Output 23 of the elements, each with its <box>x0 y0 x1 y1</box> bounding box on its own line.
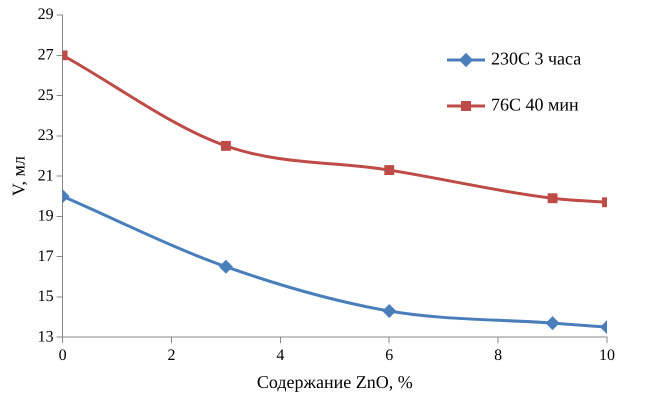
x-tick-label: 0 <box>58 347 67 364</box>
x-tick-label: 2 <box>167 347 176 364</box>
y-tick-label: 21 <box>38 167 54 184</box>
x-tick-label: 10 <box>599 347 615 364</box>
y-axis-title: V, мл <box>8 156 29 196</box>
x-axis-title: Содержание ZnO, % <box>256 372 413 392</box>
y-tick-label: 15 <box>38 288 54 306</box>
y-tick-label: 27 <box>38 46 54 64</box>
y-tick-label: 17 <box>38 248 54 265</box>
legend-label: 230С 3 часа <box>491 48 582 69</box>
legend-label: 76С 40 мин <box>491 94 580 115</box>
y-tick-label: 25 <box>38 86 54 104</box>
y-tick-label: 19 <box>38 208 54 225</box>
point <box>384 165 394 176</box>
x-tick-label: 6 <box>385 347 394 364</box>
point <box>218 260 233 274</box>
x-tick-label: 8 <box>494 347 502 364</box>
y-tick-label: 13 <box>38 328 54 346</box>
point <box>220 140 231 151</box>
point <box>382 304 396 318</box>
x-tick-label: 4 <box>276 347 284 364</box>
y-tick-label: 29 <box>38 6 54 24</box>
y-tick-label: 23 <box>38 127 54 144</box>
